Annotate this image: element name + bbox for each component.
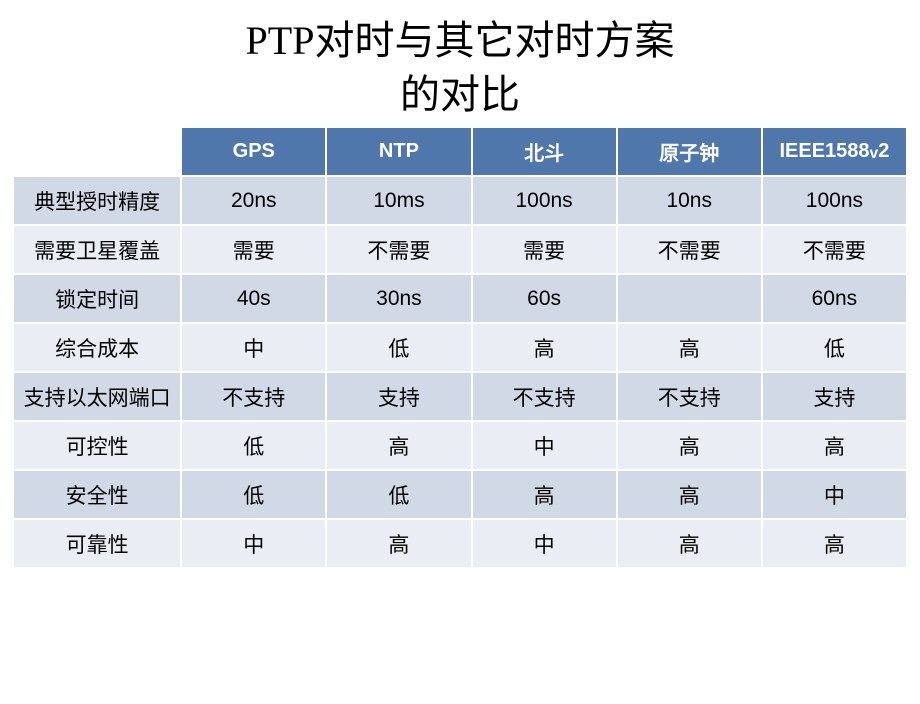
table-cell: 低 xyxy=(326,323,471,372)
table-cell: 高 xyxy=(472,323,617,372)
table-cell: 不需要 xyxy=(617,225,762,274)
table-cell: 100ns xyxy=(762,176,907,225)
ieee1588-v: v xyxy=(870,145,879,162)
table-cell: 不支持 xyxy=(472,372,617,421)
table-row: 可靠性中高中高高 xyxy=(13,519,907,568)
table-cell: 高 xyxy=(472,470,617,519)
table-cell: 中 xyxy=(472,421,617,470)
title-line2: 的对比 xyxy=(400,72,520,117)
table-cell: 10ns xyxy=(617,176,762,225)
table-row: 典型授时精度20ns10ms100ns10ns100ns xyxy=(13,176,907,225)
table-cell: 高 xyxy=(617,470,762,519)
table-cell: 20ns xyxy=(181,176,326,225)
table-cell xyxy=(617,274,762,323)
slide-title: PTP对时与其它对时方案 的对比 xyxy=(0,14,920,122)
table-cell: 低 xyxy=(181,470,326,519)
table-cell: 高 xyxy=(762,421,907,470)
row-label: 支持以太网端口 xyxy=(13,372,181,421)
table-cell: 不需要 xyxy=(762,225,907,274)
table-cell: 30ns xyxy=(326,274,471,323)
table-cell: 支持 xyxy=(762,372,907,421)
table-cell: 高 xyxy=(617,421,762,470)
header-blank xyxy=(13,127,181,176)
table-cell: 60ns xyxy=(762,274,907,323)
table-cell: 需要 xyxy=(472,225,617,274)
table-cell: 中 xyxy=(472,519,617,568)
header-col-atomic: 原子钟 xyxy=(617,127,762,176)
table-body: 典型授时精度20ns10ms100ns10ns100ns需要卫星覆盖需要不需要需… xyxy=(13,176,907,568)
table-cell: 不支持 xyxy=(181,372,326,421)
table-cell: 中 xyxy=(181,323,326,372)
table-cell: 高 xyxy=(326,421,471,470)
table-cell: 低 xyxy=(181,421,326,470)
table-cell: 低 xyxy=(326,470,471,519)
row-label: 安全性 xyxy=(13,470,181,519)
table-cell: 高 xyxy=(326,519,471,568)
table-header-row: GPS NTP 北斗 原子钟 IEEE1588v2 xyxy=(13,127,907,176)
table-cell: 10ms xyxy=(326,176,471,225)
comparison-table-wrapper: GPS NTP 北斗 原子钟 IEEE1588v2 典型授时精度20ns10ms… xyxy=(12,126,908,569)
table-row: 可控性低高中高高 xyxy=(13,421,907,470)
comparison-table: GPS NTP 北斗 原子钟 IEEE1588v2 典型授时精度20ns10ms… xyxy=(12,126,908,569)
ieee1588-suffix: 2 xyxy=(878,140,889,162)
table-cell: 低 xyxy=(762,323,907,372)
header-col-beidou: 北斗 xyxy=(472,127,617,176)
row-label: 可靠性 xyxy=(13,519,181,568)
table-row: 综合成本中低高高低 xyxy=(13,323,907,372)
table-row: 需要卫星覆盖需要不需要需要不需要不需要 xyxy=(13,225,907,274)
table-cell: 中 xyxy=(762,470,907,519)
table-cell: 高 xyxy=(617,323,762,372)
title-line1: PTP对时与其它对时方案 xyxy=(246,18,675,63)
table-row: 安全性低低高高中 xyxy=(13,470,907,519)
row-label: 典型授时精度 xyxy=(13,176,181,225)
row-label: 需要卫星覆盖 xyxy=(13,225,181,274)
table-cell: 需要 xyxy=(181,225,326,274)
row-label: 可控性 xyxy=(13,421,181,470)
table-cell: 100ns xyxy=(472,176,617,225)
table-cell: 高 xyxy=(617,519,762,568)
table-cell: 中 xyxy=(181,519,326,568)
table-cell: 支持 xyxy=(326,372,471,421)
table-cell: 不支持 xyxy=(617,372,762,421)
table-cell: 不需要 xyxy=(326,225,471,274)
header-col-ntp: NTP xyxy=(326,127,471,176)
table-cell: 40s xyxy=(181,274,326,323)
row-label: 锁定时间 xyxy=(13,274,181,323)
table-row: 支持以太网端口不支持支持不支持不支持支持 xyxy=(13,372,907,421)
header-col-gps: GPS xyxy=(181,127,326,176)
ieee1588-prefix: IEEE1588 xyxy=(779,140,869,162)
row-label: 综合成本 xyxy=(13,323,181,372)
table-cell: 60s xyxy=(472,274,617,323)
table-cell: 高 xyxy=(762,519,907,568)
header-col-ieee1588v2: IEEE1588v2 xyxy=(762,127,907,176)
table-row: 锁定时间40s30ns60s 60ns xyxy=(13,274,907,323)
